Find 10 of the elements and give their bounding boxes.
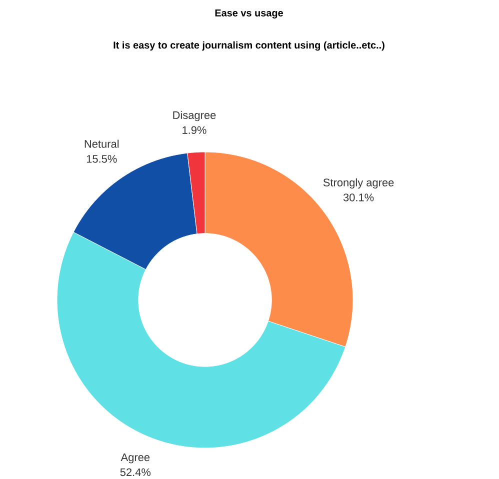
slice-label: Disagree: [173, 110, 216, 121]
chart-subtitle: It is easy to create journalism content using (article..etc..): [114, 41, 384, 50]
slice-label: Strongly agree: [323, 178, 394, 188]
slice-label: Netural: [84, 140, 119, 148]
chart-title: Ease vs usage: [215, 9, 283, 18]
slice-label: Agree: [120, 453, 150, 464]
data-label: 15.5%: [86, 154, 117, 163]
data-label: 30.1%: [343, 193, 374, 202]
data-label: 1.9%: [182, 126, 206, 134]
data-label: 52.4%: [120, 468, 151, 476]
